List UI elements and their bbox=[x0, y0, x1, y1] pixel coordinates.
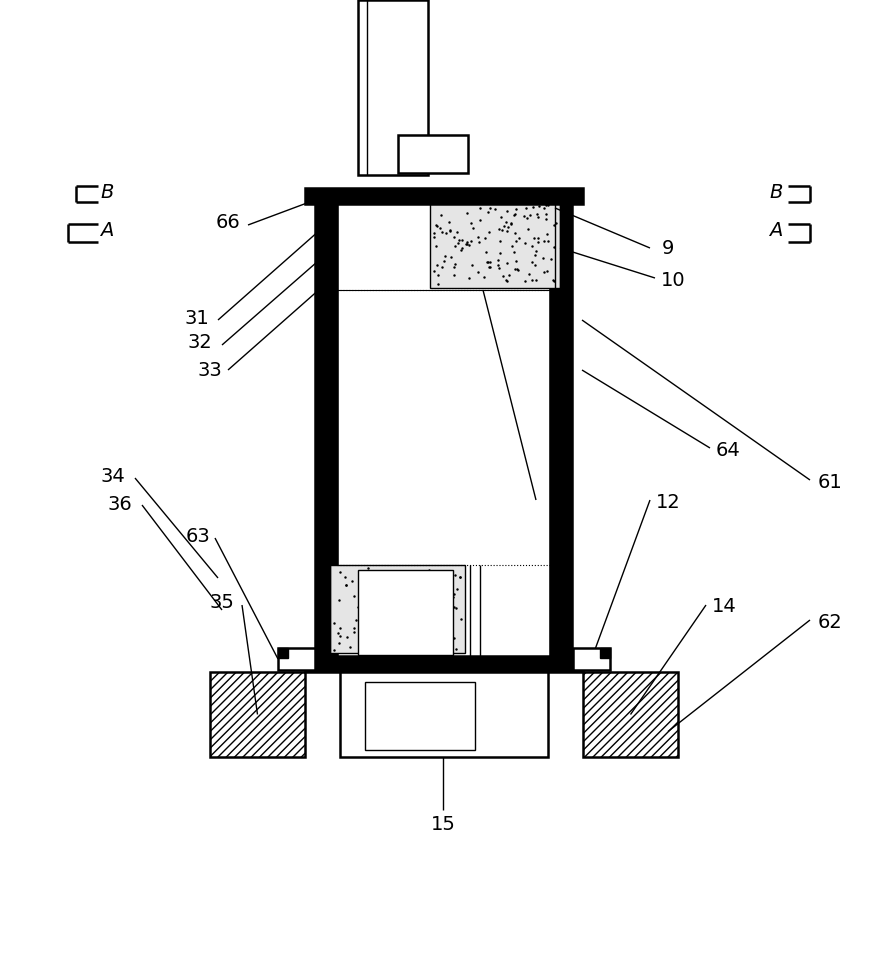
Bar bbox=[430, 200, 560, 288]
Text: 15: 15 bbox=[431, 815, 455, 835]
Text: 9: 9 bbox=[662, 239, 674, 257]
Text: 62: 62 bbox=[818, 613, 843, 631]
Text: A: A bbox=[100, 221, 113, 241]
Bar bbox=[340, 672, 548, 757]
Text: 34: 34 bbox=[101, 467, 126, 485]
Bar bbox=[305, 656, 583, 672]
Text: B: B bbox=[100, 182, 113, 202]
Bar bbox=[358, 0, 428, 175]
Bar bbox=[583, 672, 678, 757]
Bar bbox=[358, 570, 453, 655]
Text: 36: 36 bbox=[107, 495, 132, 513]
Text: 66: 66 bbox=[215, 212, 240, 232]
Bar bbox=[305, 188, 583, 204]
Bar bbox=[550, 198, 572, 665]
Bar bbox=[365, 682, 475, 750]
Text: 64: 64 bbox=[716, 440, 741, 460]
Text: 61: 61 bbox=[818, 472, 843, 492]
Text: 63: 63 bbox=[186, 527, 210, 545]
Text: 32: 32 bbox=[188, 333, 213, 353]
Bar bbox=[398, 135, 468, 173]
Text: 12: 12 bbox=[656, 493, 680, 511]
Bar bbox=[600, 648, 610, 658]
Text: A: A bbox=[769, 221, 782, 241]
Bar bbox=[315, 198, 337, 665]
Bar bbox=[337, 198, 550, 665]
Bar bbox=[330, 565, 465, 653]
Text: 33: 33 bbox=[198, 360, 222, 380]
Bar bbox=[278, 648, 288, 658]
Text: 10: 10 bbox=[661, 271, 685, 289]
Bar bbox=[573, 648, 610, 670]
Text: 31: 31 bbox=[184, 309, 209, 327]
Bar bbox=[210, 672, 305, 757]
Text: 35: 35 bbox=[210, 593, 235, 613]
Text: 14: 14 bbox=[711, 597, 736, 617]
Bar bbox=[278, 648, 315, 670]
Text: B: B bbox=[769, 182, 782, 202]
